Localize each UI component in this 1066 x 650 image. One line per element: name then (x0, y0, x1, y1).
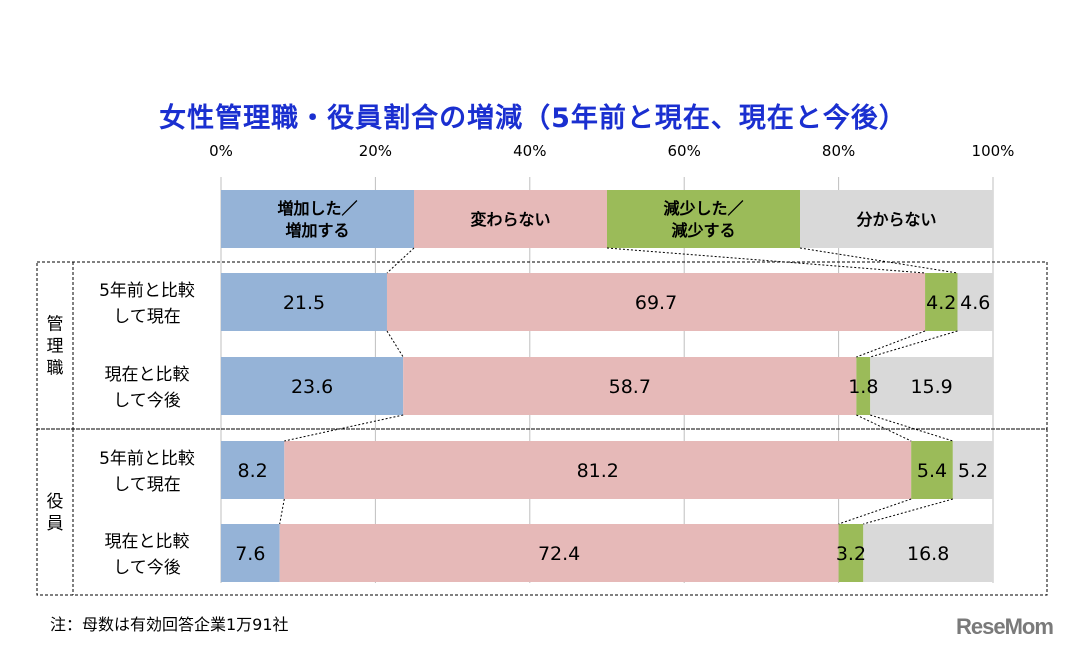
data-label: 72.4 (538, 543, 580, 565)
legend-label: 変わらない (470, 210, 550, 229)
connector-line (856, 330, 926, 358)
bar-segment (952, 441, 993, 499)
connector-line (863, 498, 953, 525)
bar-segment (221, 357, 404, 415)
bar-segment (221, 441, 285, 499)
row-label: 5年前と比較して現在 (99, 449, 195, 495)
x-tick-label: 80% (822, 142, 855, 160)
connector-line (799, 247, 958, 274)
connector-line (284, 414, 404, 442)
connector-line (870, 414, 954, 442)
connector-line (838, 498, 912, 525)
data-label: 81.2 (577, 460, 619, 482)
connector-line (386, 330, 404, 358)
connector-line (606, 247, 926, 274)
x-tick-label: 100% (972, 142, 1015, 160)
bar-segment (221, 524, 280, 582)
bar-segment (957, 273, 993, 331)
bar-segment (221, 273, 387, 331)
data-label: 1.8 (848, 376, 878, 398)
data-label: 4.6 (960, 292, 990, 314)
bar-segment (870, 357, 993, 415)
data-label: 15.9 (910, 376, 952, 398)
bar-segment (403, 357, 857, 415)
data-label: 58.7 (609, 376, 651, 398)
row-label: 5年前と比較して現在 (99, 281, 195, 327)
bar-segment (386, 273, 926, 331)
chart-title: 女性管理職・役員割合の増減（5年前と現在、現在と今後） (159, 103, 907, 134)
data-label: 5.4 (917, 460, 947, 482)
data-label: 3.2 (836, 543, 866, 565)
data-label: 69.7 (635, 292, 677, 314)
footnote: 注：母数は有効回答企業1万91社 (50, 615, 289, 634)
data-label: 7.6 (235, 543, 265, 565)
bar-segment (856, 357, 871, 415)
x-tick-label: 60% (668, 142, 701, 160)
brand-logo: ReseMom (956, 614, 1054, 639)
data-label: 23.6 (291, 376, 333, 398)
legend-swatch (221, 190, 414, 248)
legend-label: 増加した／増加する (277, 199, 357, 240)
group-frame (36, 428, 1048, 596)
bar-segment (838, 524, 864, 582)
bar-segment (911, 441, 953, 499)
data-label: 4.2 (926, 292, 956, 314)
legend-swatch (414, 190, 607, 248)
connector-line (870, 330, 958, 358)
data-label: 5.2 (958, 460, 988, 482)
x-tick-label: 20% (359, 142, 392, 160)
row-label: 現在と比較して今後 (105, 532, 190, 578)
bar-segment (863, 524, 993, 582)
legend-swatch (800, 190, 993, 248)
group-label: 管理職 (47, 315, 64, 379)
x-tick-label: 40% (513, 142, 546, 160)
legend-label: 分からない (856, 210, 936, 229)
bar-segment (925, 273, 958, 331)
connector-line (279, 498, 285, 525)
data-label: 16.8 (907, 543, 949, 565)
data-label: 21.5 (283, 292, 325, 314)
group-label: 役員 (47, 492, 64, 534)
legend-swatch (607, 190, 800, 248)
row-label: 現在と比較して今後 (105, 365, 190, 411)
bar-segment (279, 524, 839, 582)
data-label: 8.2 (238, 460, 268, 482)
connector-line (386, 247, 415, 274)
connector-line (856, 414, 912, 442)
legend-label: 減少した／減少する (663, 199, 743, 240)
x-tick-label: 0% (209, 142, 233, 160)
bar-segment (284, 441, 912, 499)
